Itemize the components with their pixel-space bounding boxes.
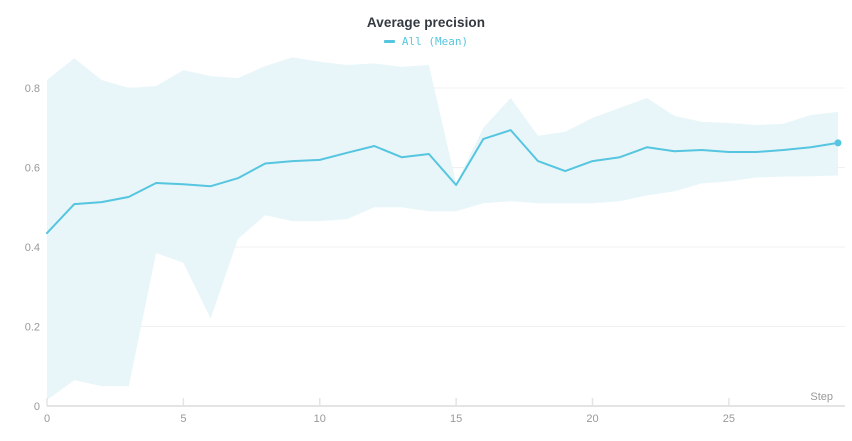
confidence-band bbox=[47, 57, 838, 401]
x-tick-label: 5 bbox=[180, 413, 186, 425]
x-tick-label: 20 bbox=[586, 413, 598, 425]
legend-label: All (Mean) bbox=[401, 35, 469, 48]
x-axis-title: Step bbox=[810, 391, 833, 403]
y-tick-label: 0 bbox=[34, 401, 40, 413]
mean-line bbox=[46, 129, 839, 235]
chart-title: Average precision bbox=[366, 15, 486, 30]
y-tick-label: 0.2 bbox=[25, 322, 40, 334]
legend-line-swatch bbox=[383, 40, 395, 43]
y-tick-label: 0.8 bbox=[25, 83, 40, 95]
x-tick-label: 10 bbox=[314, 413, 326, 425]
chart-legend[interactable]: All (Mean) bbox=[0, 35, 852, 48]
last-point-marker bbox=[834, 139, 842, 147]
y-tick-label: 0.4 bbox=[25, 242, 40, 254]
x-tick-label: 25 bbox=[723, 413, 735, 425]
x-tick-label: 15 bbox=[450, 413, 462, 425]
y-tick-label: 0.6 bbox=[25, 163, 40, 175]
x-tick-label: 0 bbox=[44, 413, 50, 425]
